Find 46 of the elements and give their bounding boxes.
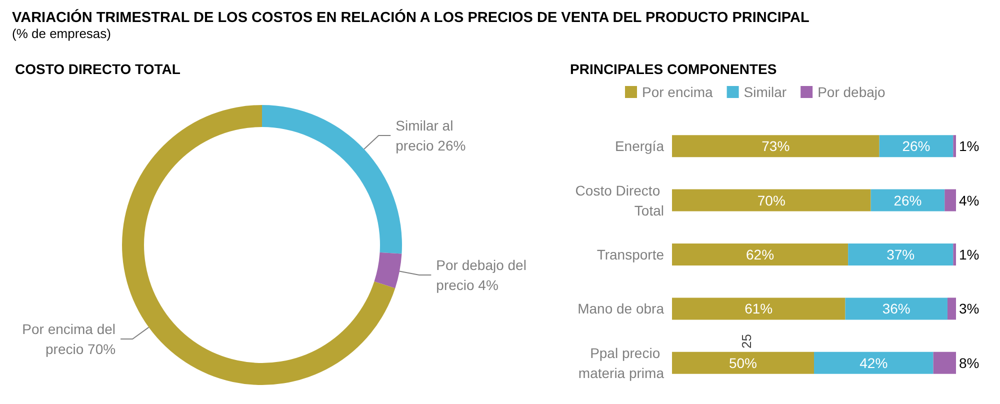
bar — [672, 189, 871, 212]
bar — [672, 244, 848, 266]
data-label: 61% — [744, 300, 773, 317]
data-label: 1% — [959, 246, 980, 262]
data-label: 37% — [886, 246, 915, 262]
y-tick-label: Transporte — [596, 246, 664, 262]
data-label: 62% — [746, 246, 774, 262]
legend-label: Por debajo — [818, 84, 886, 100]
chart-title: COSTO DIRECTO TOTAL — [15, 61, 181, 77]
bar — [947, 298, 956, 320]
slice-label: Por encima del precio 70% — [22, 321, 116, 358]
y-tick-label: Mano de obra — [578, 300, 664, 317]
text: VARIACIÓN TRIMESTRAL DE LOS COSTOS EN RELACIÓN A LOS PRECIOS DE VENTA DEL PRODUCTO PRINCIPAL — [12, 10, 810, 26]
legend-label: Similar — [744, 84, 787, 100]
bar — [845, 298, 948, 320]
bar — [814, 352, 934, 374]
bar — [953, 244, 956, 266]
y-tick-label: Energía — [614, 138, 664, 154]
data-label: 8% — [959, 354, 980, 371]
slice-label: Similar al precio 26% — [396, 117, 466, 154]
slice-label: Por debajo del precio 4% — [436, 256, 526, 293]
chart-title: PRINCIPALES COMPONENTES — [570, 61, 777, 77]
bar — [672, 135, 880, 158]
data-label: 26% — [894, 192, 922, 208]
y-tick-label: Costo Directo Total — [575, 182, 664, 218]
text: (% de empresas) — [12, 26, 111, 41]
data-label: 36% — [882, 300, 910, 317]
bar — [879, 135, 954, 158]
bar — [944, 189, 956, 212]
bar — [672, 352, 814, 374]
bar — [848, 244, 954, 266]
data-label: 42% — [860, 354, 888, 371]
legend-label: Por encima — [642, 84, 714, 100]
data-label: 3% — [959, 300, 980, 317]
annotation: 25 — [739, 334, 754, 348]
bar — [953, 135, 956, 158]
data-label: 26% — [902, 138, 930, 154]
bar — [933, 352, 956, 374]
data-label: 1% — [959, 138, 980, 154]
data-label: 70% — [757, 192, 786, 208]
bar — [870, 189, 945, 212]
data-label: 4% — [959, 192, 980, 208]
data-label: 50% — [728, 354, 758, 371]
data-label: 73% — [762, 138, 790, 154]
y-tick-label: Ppal precio materia prima — [578, 344, 664, 381]
bar — [672, 298, 846, 320]
